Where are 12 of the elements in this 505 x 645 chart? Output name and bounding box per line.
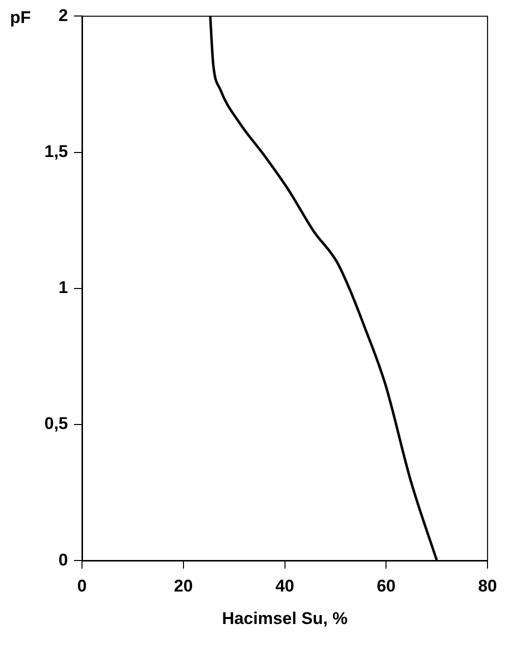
y-axis-title: pF	[10, 8, 31, 27]
y-tick-label: 0,5	[44, 414, 68, 434]
x-tick-label: 60	[376, 576, 396, 596]
y-tick-label: 0	[58, 550, 68, 570]
y-tick-label: 1,5	[44, 142, 68, 161]
x-tick-label: 0	[77, 576, 87, 596]
x-axis-title: Hacimsel Su, %	[222, 608, 348, 628]
x-tick-label: 80	[478, 576, 498, 596]
x-tick-label: 20	[174, 576, 193, 596]
y-tick-label: 1	[58, 278, 68, 298]
y-tick-label: 2	[58, 6, 68, 25]
x-tick-label: 40	[275, 576, 294, 596]
